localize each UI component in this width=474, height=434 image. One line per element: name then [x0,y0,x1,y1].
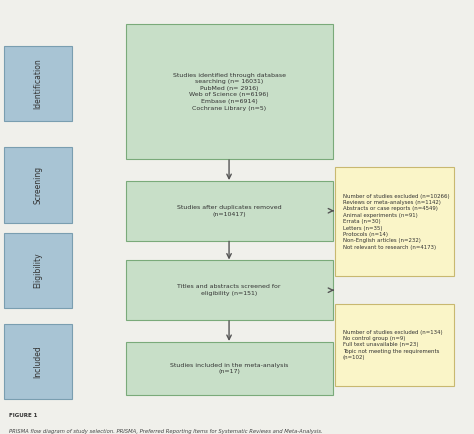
Text: PRISMA flow diagram of study selection. PRISMA, Preferred Reporting Items for Sy: PRISMA flow diagram of study selection. … [9,429,322,434]
Text: Studies after duplicates removed
(n=10417): Studies after duplicates removed (n=1041… [177,205,282,217]
FancyBboxPatch shape [126,24,332,159]
Text: Included: Included [33,345,42,378]
Text: Studies identified through database
searching (n= 16031)
PubMed (n= 2916)
Web of: Studies identified through database sear… [173,72,285,111]
Text: Screening: Screening [33,166,42,204]
FancyBboxPatch shape [126,181,332,240]
Text: Number of studies excluded (n=134)
No control group (n=9)
Full text unavailable : Number of studies excluded (n=134) No co… [343,329,442,360]
Text: Eligibility: Eligibility [33,253,42,288]
Text: Titles and abstracts screened for
eligibility (n=151): Titles and abstracts screened for eligib… [177,284,281,296]
FancyBboxPatch shape [126,260,332,320]
FancyBboxPatch shape [4,233,72,308]
FancyBboxPatch shape [335,167,454,276]
Text: FIGURE 1: FIGURE 1 [9,413,37,418]
FancyBboxPatch shape [4,324,72,399]
Text: Studies included in the meta-analysis
(n=17): Studies included in the meta-analysis (n… [170,363,288,375]
Text: Identification: Identification [33,58,42,109]
FancyBboxPatch shape [126,342,332,395]
Text: Number of studies excluded (n=10266)
Reviews or meta-analyses (n=1142)
Abstracts: Number of studies excluded (n=10266) Rev… [343,194,449,250]
FancyBboxPatch shape [335,304,454,385]
FancyBboxPatch shape [4,147,72,223]
FancyBboxPatch shape [4,46,72,122]
